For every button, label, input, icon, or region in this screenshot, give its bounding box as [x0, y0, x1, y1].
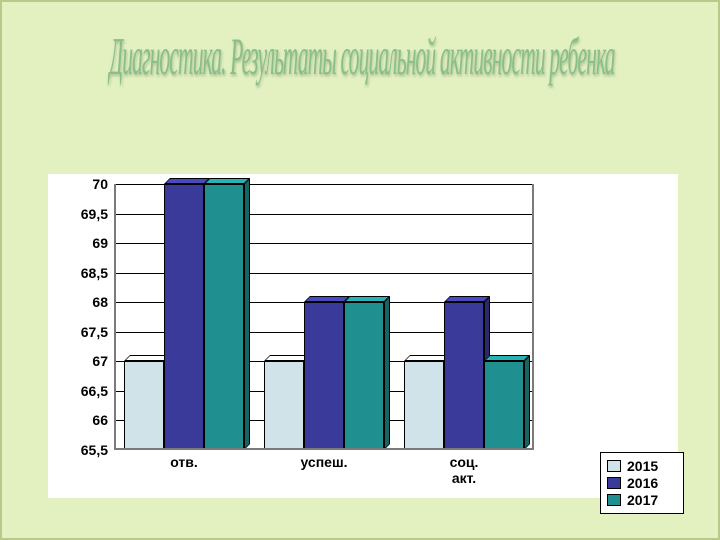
legend-swatch [607, 460, 621, 472]
axis-left [114, 184, 116, 450]
legend-label: 2017 [627, 492, 658, 508]
bar [164, 184, 204, 450]
chart: 65,5 66 66,5 67 67,5 68 68,5 69 69,5 70 отв. успеш.… [48, 174, 678, 498]
bar [344, 302, 384, 450]
bar [484, 361, 524, 450]
legend-swatch [607, 477, 621, 489]
ytick-label: 68 [92, 294, 108, 310]
ytick-label: 65,5 [81, 442, 108, 458]
bar [304, 302, 344, 450]
legend-swatch [607, 494, 621, 506]
ytick-label: 70 [92, 176, 108, 192]
ytick-label: 67 [92, 353, 108, 369]
xtick-label: соц. акт. [450, 454, 479, 486]
bar [264, 361, 304, 450]
ytick-label: 69,5 [81, 206, 108, 222]
legend-item: 2017 [607, 492, 677, 508]
ytick-label: 66 [92, 412, 108, 428]
xtick-label: успеш. [300, 454, 347, 470]
legend-label: 2015 [627, 458, 658, 474]
xtick-label: отв. [170, 454, 198, 470]
legend-label: 2016 [627, 475, 658, 491]
slide-title: Диагностика. Результаты социальной актив… [38, 30, 686, 89]
axis-right [532, 184, 534, 450]
ytick-label: 68,5 [81, 265, 108, 281]
slide: Диагностика. Результаты социальной актив… [0, 0, 720, 540]
legend-item: 2016 [607, 475, 677, 491]
axis-bottom [114, 448, 534, 450]
bar [404, 361, 444, 450]
plot-area: 65,56666,56767,56868,56969,570отв.успеш.… [114, 184, 534, 450]
bar [204, 184, 244, 450]
legend: 201520162017 [600, 452, 684, 514]
ytick-label: 69 [92, 235, 108, 251]
legend-item: 2015 [607, 458, 677, 474]
ytick-label: 66,5 [81, 383, 108, 399]
ytick-label: 67,5 [81, 324, 108, 340]
bar [124, 361, 164, 450]
bar [444, 302, 484, 450]
